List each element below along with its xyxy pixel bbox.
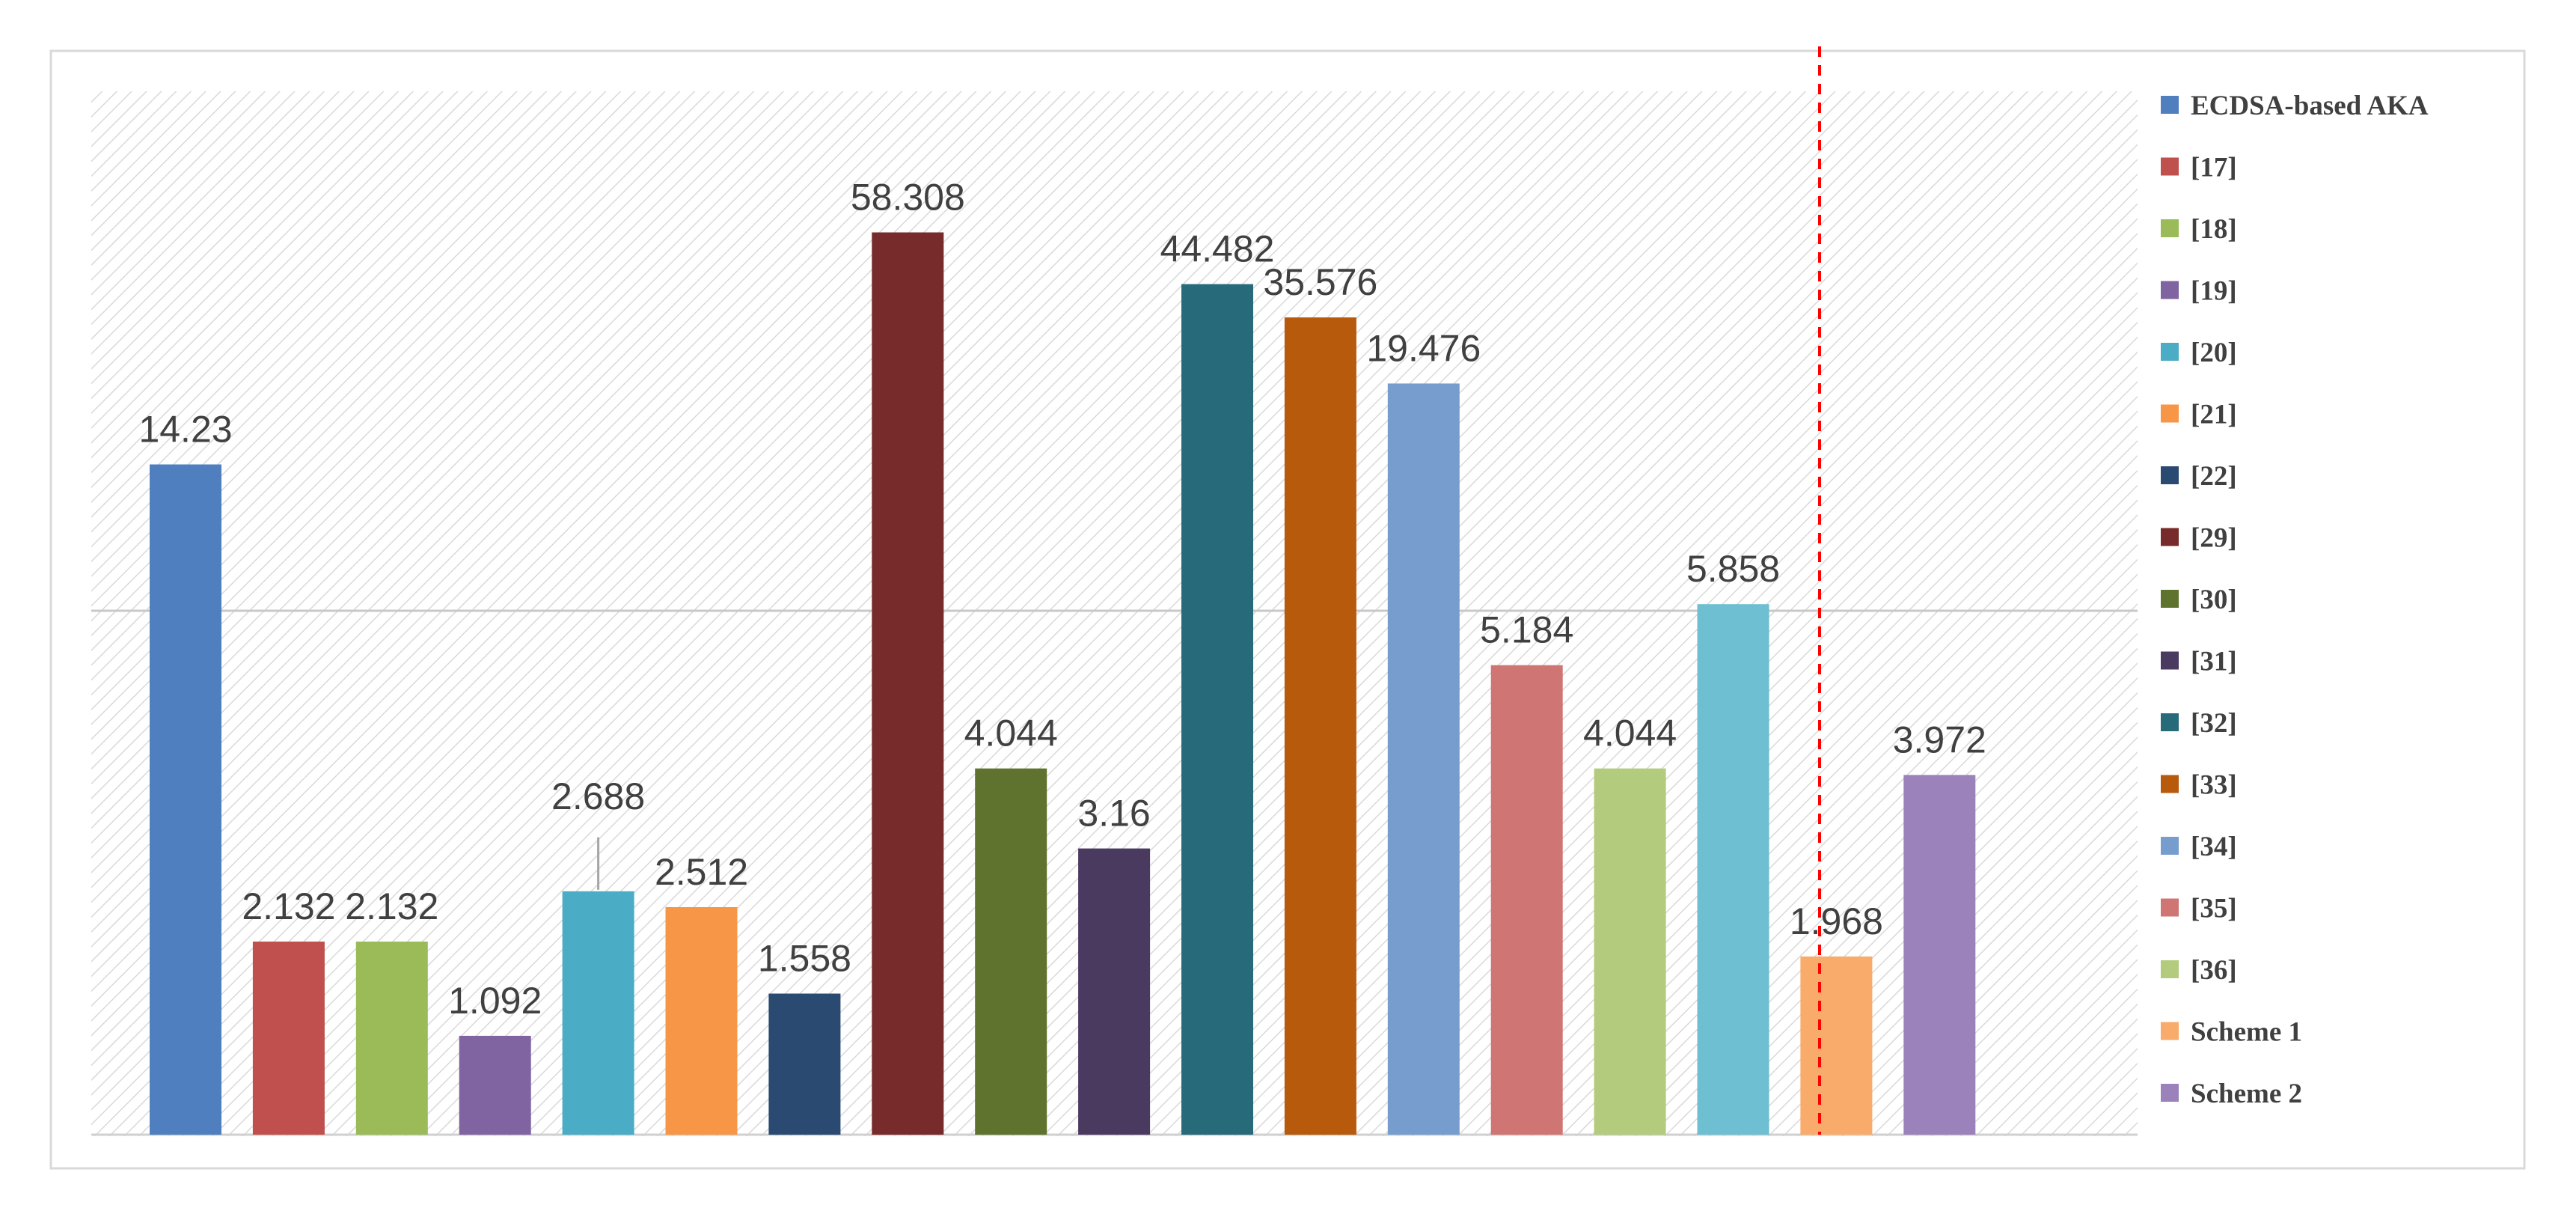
legend-swatch-30 <box>2161 590 2179 608</box>
bar-31 <box>1078 848 1151 1135</box>
legend-label-18: [18] <box>2191 214 2237 245</box>
bar-34 <box>1387 383 1460 1135</box>
value-label-20: 2.688 <box>551 775 645 817</box>
legend-label-33: [33] <box>2191 770 2237 801</box>
legend-label-35: [35] <box>2191 894 2237 924</box>
value-label-18: 2.132 <box>345 885 438 927</box>
legend-label-19: [19] <box>2191 276 2237 307</box>
value-label-33: 35.576 <box>1263 261 1377 303</box>
bar-bar-16 <box>1697 604 1769 1135</box>
value-label-19: 1.092 <box>448 980 542 1022</box>
legend-swatch-scheme-1 <box>2161 1022 2179 1040</box>
value-label-31: 3.16 <box>1077 793 1150 835</box>
bar-ecdsa-based-aka <box>150 464 221 1135</box>
legend-swatch-32 <box>2161 713 2179 731</box>
legend-label-29: [29] <box>2191 523 2237 554</box>
legend-label-31: [31] <box>2191 647 2237 677</box>
value-label-34: 19.476 <box>1366 327 1481 369</box>
legend-label-30: [30] <box>2191 585 2237 615</box>
legend-label-21: [21] <box>2191 400 2237 430</box>
legend-label-32: [32] <box>2191 708 2237 739</box>
bar-33 <box>1284 317 1356 1135</box>
value-label-ecdsa-based-aka: 14.23 <box>138 409 232 451</box>
bar-29 <box>872 232 944 1135</box>
bar-17 <box>252 942 325 1135</box>
bar-35 <box>1490 665 1563 1135</box>
legend-swatch-17 <box>2161 157 2179 176</box>
bar-scheme-2 <box>1903 775 1976 1135</box>
legend-swatch-20 <box>2161 343 2179 361</box>
legend-swatch-19 <box>2161 281 2179 299</box>
bar-30 <box>975 768 1047 1135</box>
legend-label-36: [36] <box>2191 955 2237 986</box>
value-label-35: 5.184 <box>1480 609 1573 651</box>
bar-21 <box>665 907 738 1135</box>
legend-label-20: [20] <box>2191 338 2237 368</box>
bars-group <box>150 232 1976 1135</box>
bar-22 <box>768 993 841 1135</box>
value-label-30: 4.044 <box>964 713 1058 754</box>
legend-swatch-18 <box>2161 219 2179 237</box>
legend-swatch-34 <box>2161 837 2179 855</box>
legend-label-ecdsa-based-aka: ECDSA-based AKA <box>2191 91 2429 121</box>
value-label-17: 2.132 <box>242 885 335 927</box>
legend-swatch-scheme-2 <box>2161 1084 2179 1102</box>
bar-18 <box>355 942 428 1135</box>
legend-swatch-29 <box>2161 528 2179 546</box>
legend-swatch-31 <box>2161 651 2179 670</box>
bar-20 <box>562 891 634 1135</box>
legend-swatch-36 <box>2161 960 2179 978</box>
legend-label-34: [34] <box>2191 832 2237 862</box>
value-label-scheme-2: 3.972 <box>1893 719 1986 760</box>
legend-swatch-ecdsa-based-aka <box>2161 96 2179 114</box>
value-label-36: 4.044 <box>1583 713 1677 754</box>
bar-19 <box>459 1035 531 1135</box>
value-label-22: 1.558 <box>758 938 851 980</box>
legend-label-17: [17] <box>2191 153 2237 183</box>
value-label-29: 58.308 <box>851 177 965 219</box>
bar-scheme-1 <box>1800 956 1873 1135</box>
legend-swatch-22 <box>2161 466 2179 484</box>
legend: ECDSA-based AKA [17] [18] [19] [20] [21] [22] [… <box>2161 91 2429 1109</box>
legend-label-22: [22] <box>2191 461 2237 492</box>
value-label-21: 2.512 <box>655 851 748 893</box>
legend-label-scheme-2: Scheme 2 <box>2191 1079 2302 1109</box>
legend-label-scheme-1: Scheme 1 <box>2191 1017 2302 1048</box>
bar-36 <box>1594 768 1666 1135</box>
value-label-32: 44.482 <box>1160 228 1275 270</box>
value-label-scheme-1: 1.968 <box>1790 900 1883 942</box>
legend-swatch-33 <box>2161 775 2179 793</box>
legend-swatch-35 <box>2161 898 2179 917</box>
legend-swatch-21 <box>2161 404 2179 423</box>
value-label-bar-16: 5.858 <box>1686 548 1780 590</box>
bar-32 <box>1181 284 1253 1135</box>
